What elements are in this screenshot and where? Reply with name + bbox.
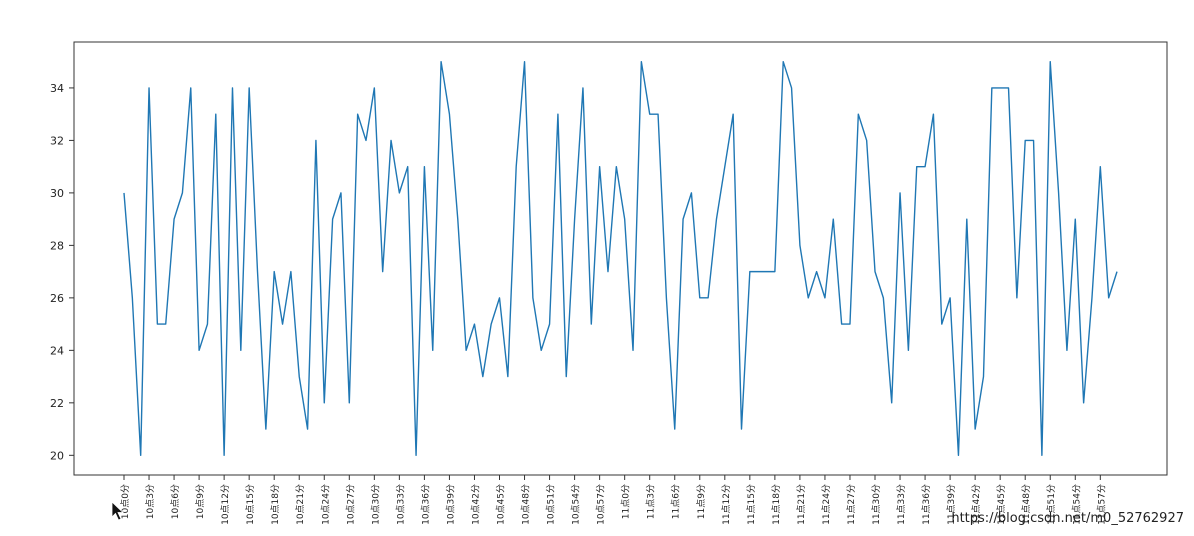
x-tick-label: 10点18分 xyxy=(270,484,281,525)
x-tick-label: 11点57分 xyxy=(1096,484,1107,525)
x-tick-label: 11点12分 xyxy=(721,484,732,525)
y-tick-label: 28 xyxy=(50,239,64,252)
x-axis: 10点0分 10点3分 10点6分 10点9分 10点12分 10点15分 10点18分 10… xyxy=(120,475,1107,525)
y-tick-label: 24 xyxy=(50,344,64,357)
x-tick-label: 11点39分 xyxy=(946,484,957,525)
x-tick-label: 11点3分 xyxy=(646,484,657,519)
plot-frame xyxy=(73,41,1168,476)
x-tick-label: 10点6分 xyxy=(170,484,181,519)
x-tick-label: 11点54分 xyxy=(1071,484,1082,525)
x-tick-label: 10点0分 xyxy=(120,484,131,519)
x-tick-label: 10点36分 xyxy=(420,484,431,525)
x-tick-label: 11点42分 xyxy=(971,484,982,525)
x-tick-label: 10点21分 xyxy=(295,484,306,525)
x-tick-label: 11点0分 xyxy=(621,484,632,519)
x-tick-label: 11点9分 xyxy=(696,484,707,519)
x-tick-label: 11点51分 xyxy=(1046,484,1057,525)
y-tick-label: 20 xyxy=(50,449,64,462)
y-tick-label: 26 xyxy=(50,292,64,305)
plot-area xyxy=(123,60,1118,457)
x-tick-label: 10点51分 xyxy=(546,484,557,525)
x-tick-label: 10点45分 xyxy=(496,484,507,525)
x-tick-label: 11点21分 xyxy=(796,484,807,525)
x-tick-label: 10点42分 xyxy=(470,484,481,525)
x-tick-label: 10点33分 xyxy=(395,484,406,525)
x-tick-label: 10点27分 xyxy=(345,484,356,525)
x-tick-label: 10点57分 xyxy=(596,484,607,525)
watermark: https://blog.csdn.net/m0_52762927 xyxy=(951,511,1184,526)
x-tick-label: 11点15分 xyxy=(746,484,757,525)
x-tick-label: 10点9分 xyxy=(195,484,206,519)
y-tick-label: 30 xyxy=(50,187,64,200)
x-tick-label: 11点48分 xyxy=(1021,484,1032,525)
x-tick-label: 11点18分 xyxy=(771,484,782,525)
x-tick-label: 10点15分 xyxy=(245,484,256,525)
x-tick-label: 10点3分 xyxy=(145,484,156,519)
x-tick-label: 10点30分 xyxy=(370,484,381,525)
x-tick-label: 10点48分 xyxy=(521,484,532,525)
y-tick-label: 32 xyxy=(50,134,64,147)
arrow-cursor-icon xyxy=(111,501,124,521)
x-tick-label: 10点54分 xyxy=(571,484,582,525)
x-tick-label: 11点36分 xyxy=(921,484,932,525)
y-axis: 20 22 24 26 28 30 32 34 xyxy=(50,82,74,462)
x-tick-label: 11点24分 xyxy=(821,484,832,525)
x-tick-label: 10点39分 xyxy=(445,484,456,525)
y-tick-label: 22 xyxy=(50,397,64,410)
x-tick-label: 11点27分 xyxy=(846,484,857,525)
x-tick-label: 10点12分 xyxy=(220,484,231,525)
x-tick-label: 11点45分 xyxy=(996,484,1007,525)
x-tick-label: 11点33分 xyxy=(896,484,907,525)
x-tick-label: 11点30分 xyxy=(871,484,882,525)
series-line xyxy=(123,60,1118,457)
x-tick-label: 11点6分 xyxy=(671,484,682,519)
x-tick-label: 10点24分 xyxy=(320,484,331,525)
y-tick-label: 34 xyxy=(50,82,64,95)
